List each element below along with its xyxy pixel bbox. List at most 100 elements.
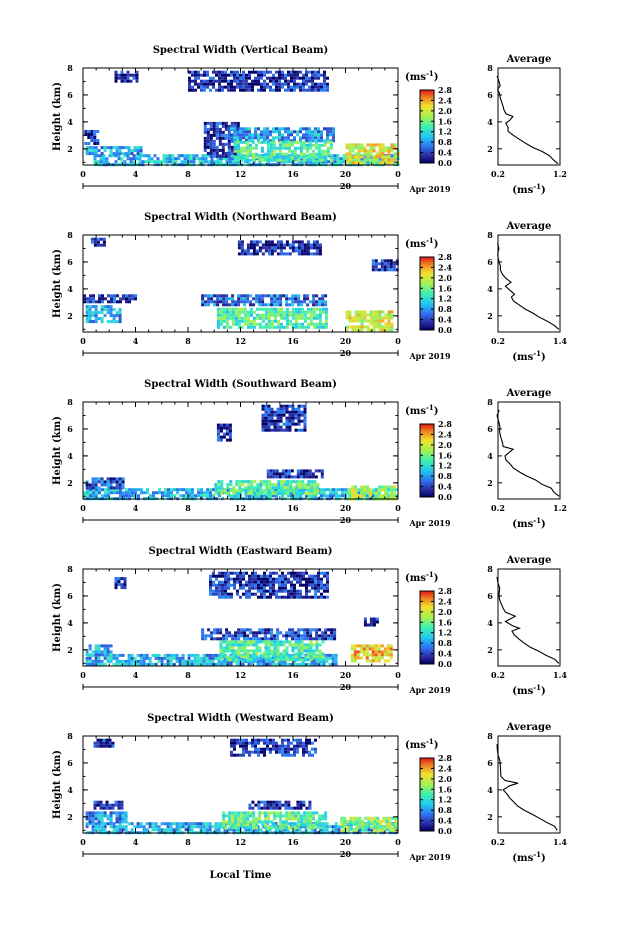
heatmap-cell	[151, 825, 155, 829]
heatmap-cell	[266, 577, 269, 581]
heatmap-cell	[236, 158, 240, 162]
heatmap-cell	[237, 811, 241, 815]
heatmap-cell	[138, 160, 142, 164]
heatmap-cell	[300, 637, 304, 641]
heatmap-cell	[202, 662, 206, 666]
heatmap-cell	[369, 310, 373, 314]
heatmap-cell	[203, 73, 206, 77]
heatmap-cell	[340, 825, 344, 829]
heatmap-cell	[267, 303, 271, 307]
heatmap-cell	[237, 658, 241, 662]
heatmap-cell	[295, 486, 299, 490]
heatmap-cell	[162, 157, 166, 161]
heatmap-cell	[243, 637, 247, 641]
heatmap-cell	[267, 410, 271, 414]
heatmap-cell	[249, 640, 253, 644]
heatmap-cell	[227, 73, 230, 77]
heatmap-cell	[310, 662, 314, 666]
heatmap-cell	[120, 806, 124, 810]
heatmap-cell	[131, 294, 134, 298]
heatmap-cell	[282, 410, 286, 414]
heatmap-cell	[285, 640, 289, 644]
heatmap-cell	[279, 294, 283, 298]
heatmap-cell	[254, 70, 257, 74]
heatmap-cell	[213, 300, 217, 304]
heatmap-cell	[221, 571, 224, 575]
heatmap-cell	[386, 659, 390, 663]
heatmap-cell	[183, 157, 187, 161]
heatmap-cell	[251, 583, 254, 587]
heatmap-cell	[311, 583, 314, 587]
heatmap-cell	[240, 634, 244, 638]
heatmap-cell	[102, 154, 106, 158]
heatmap-cell	[245, 152, 249, 156]
heatmap-cell	[96, 142, 100, 145]
heatmap-region	[371, 259, 399, 272]
heatmap-cell	[318, 658, 322, 662]
heatmap-cell	[109, 656, 113, 660]
x-tick-label: 12	[235, 169, 246, 179]
heatmap-cell	[294, 407, 298, 411]
heatmap-cell	[299, 580, 302, 584]
heatmap-cell	[304, 486, 308, 490]
heatmap-cell	[282, 313, 286, 317]
heatmap-cell	[378, 319, 382, 323]
heatmap-cell	[93, 237, 97, 241]
heatmap-cell	[248, 85, 251, 89]
heatmap-cell	[353, 653, 357, 657]
heatmap-cell	[270, 325, 274, 329]
heatmap-cell	[230, 592, 233, 596]
unit-close: )	[434, 239, 439, 250]
heatmap-cell	[266, 491, 269, 495]
heatmap-cell	[285, 817, 289, 821]
heatmap-cell	[239, 88, 242, 92]
heatmap-cell	[299, 130, 302, 134]
heatmap-cell	[135, 79, 139, 83]
heatmap-cell	[94, 486, 98, 490]
heatmap-cell	[279, 652, 283, 656]
heatmap-cell	[132, 154, 136, 158]
heatmap-cell	[219, 160, 223, 164]
heatmap-cell	[204, 637, 208, 641]
heatmap-cell	[312, 655, 316, 659]
heatmap-cell	[306, 249, 310, 253]
heatmap-cell	[309, 658, 313, 662]
heatmap-cell	[221, 124, 225, 128]
heatmap-cell	[109, 305, 113, 309]
heatmap-cell	[263, 586, 266, 590]
heatmap-cell	[132, 160, 136, 164]
heatmap-cell	[325, 653, 329, 657]
heatmap-cell	[287, 571, 290, 575]
heatmap-cell	[294, 811, 298, 815]
heatmap-cell	[351, 491, 355, 495]
heatmap-cell	[285, 652, 289, 656]
heatmap-cell	[92, 297, 95, 301]
heatmap-cell	[374, 488, 377, 492]
heatmap-cell	[115, 486, 119, 490]
heatmap-cell	[97, 811, 101, 815]
heatmap-cell	[242, 136, 245, 140]
heatmap-cell	[294, 637, 298, 641]
heatmap-cell	[209, 142, 213, 146]
heatmap-cell	[233, 571, 236, 575]
heatmap-cell	[285, 410, 289, 414]
heatmap-cell	[345, 146, 349, 150]
heatmap-cell	[309, 313, 313, 317]
heatmap-cell	[97, 662, 101, 666]
heatmap-cell	[308, 469, 312, 473]
heatmap-cell	[296, 800, 300, 804]
heatmap-cell	[225, 426, 229, 430]
heatmap-cell	[293, 806, 297, 810]
heatmap-cell	[247, 480, 251, 484]
x-tick-label: 20	[340, 169, 352, 179]
heatmap-cell	[115, 320, 119, 324]
colorbar-tick-label: 1.2	[438, 628, 452, 638]
heatmap-cell	[248, 595, 251, 599]
heatmap-cell	[236, 140, 240, 144]
heatmap-cell	[100, 817, 104, 821]
heatmap-cell	[249, 643, 253, 647]
heatmap-cell	[118, 483, 122, 487]
heatmap-cell	[249, 294, 253, 298]
heatmap-cell	[306, 634, 310, 638]
heatmap-cell	[157, 656, 161, 660]
